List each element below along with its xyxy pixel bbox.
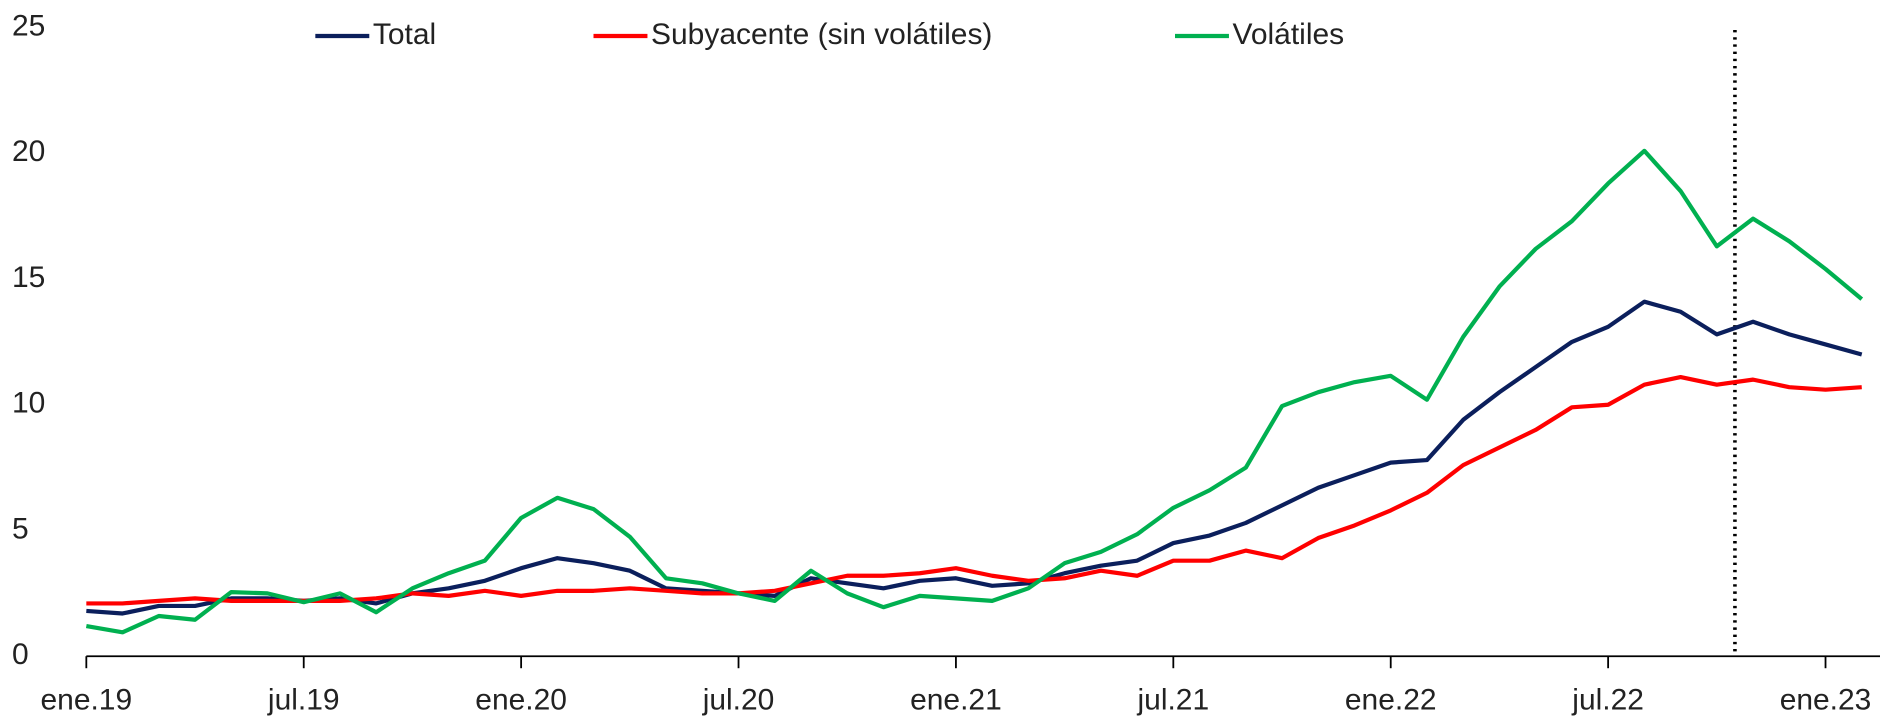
y-tick-label: 20 [12, 135, 45, 168]
x-tick-label: ene.20 [475, 684, 567, 717]
y-tick-label: 25 [12, 10, 45, 43]
x-tick-label: ene.19 [41, 684, 133, 717]
y-tick-label: 5 [12, 512, 29, 545]
legend-label: Total [373, 18, 436, 51]
series-line [86, 299, 1863, 616]
y-tick-label: 10 [12, 387, 45, 420]
y-tick-label: 15 [12, 261, 45, 294]
legend-label: Volátiles [1233, 18, 1345, 51]
x-tick-label: ene.21 [910, 684, 1002, 717]
series-line [85, 148, 1864, 635]
x-tick-label: jul.21 [1137, 684, 1210, 717]
y-tick-label: 0 [12, 638, 29, 671]
x-tick-label: jul.22 [1571, 684, 1644, 717]
x-tick-label: jul.20 [702, 684, 775, 717]
x-tick-label: jul.19 [267, 684, 340, 717]
x-tick-label: ene.22 [1345, 684, 1437, 717]
series-line [86, 375, 1862, 606]
x-tick-label: ene.23 [1780, 684, 1872, 717]
legend-label: Subyacente (sin volátiles) [651, 18, 992, 51]
